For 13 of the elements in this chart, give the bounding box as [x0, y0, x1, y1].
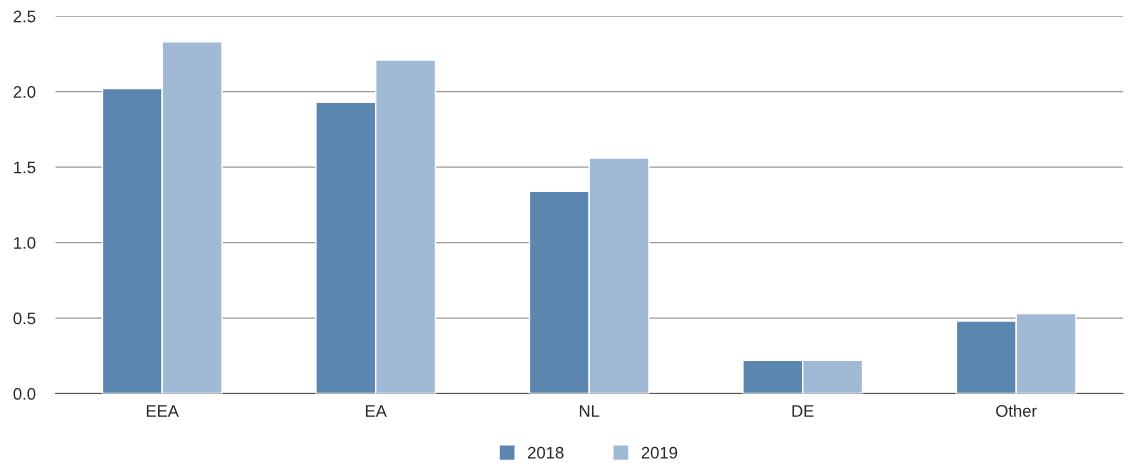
x-tick-label: EEA [146, 405, 179, 417]
legend-label: 2018 [527, 446, 564, 459]
x-tick-label: EA [365, 405, 387, 417]
x-tick-label: DE [792, 405, 814, 417]
legend-label: 2019 [641, 446, 678, 459]
y-tick-label: 1.0 [14, 237, 36, 249]
y-tick-label: 2.5 [13, 10, 36, 23]
x-tick-label: Other [996, 404, 1037, 417]
y-tick-label: 0.5 [13, 312, 36, 325]
y-tick-label: 0.0 [13, 387, 36, 400]
y-tick-label: 2.0 [13, 86, 36, 98]
y-tick-label: 1.5 [14, 161, 36, 174]
x-tick-label: NL [579, 405, 600, 417]
